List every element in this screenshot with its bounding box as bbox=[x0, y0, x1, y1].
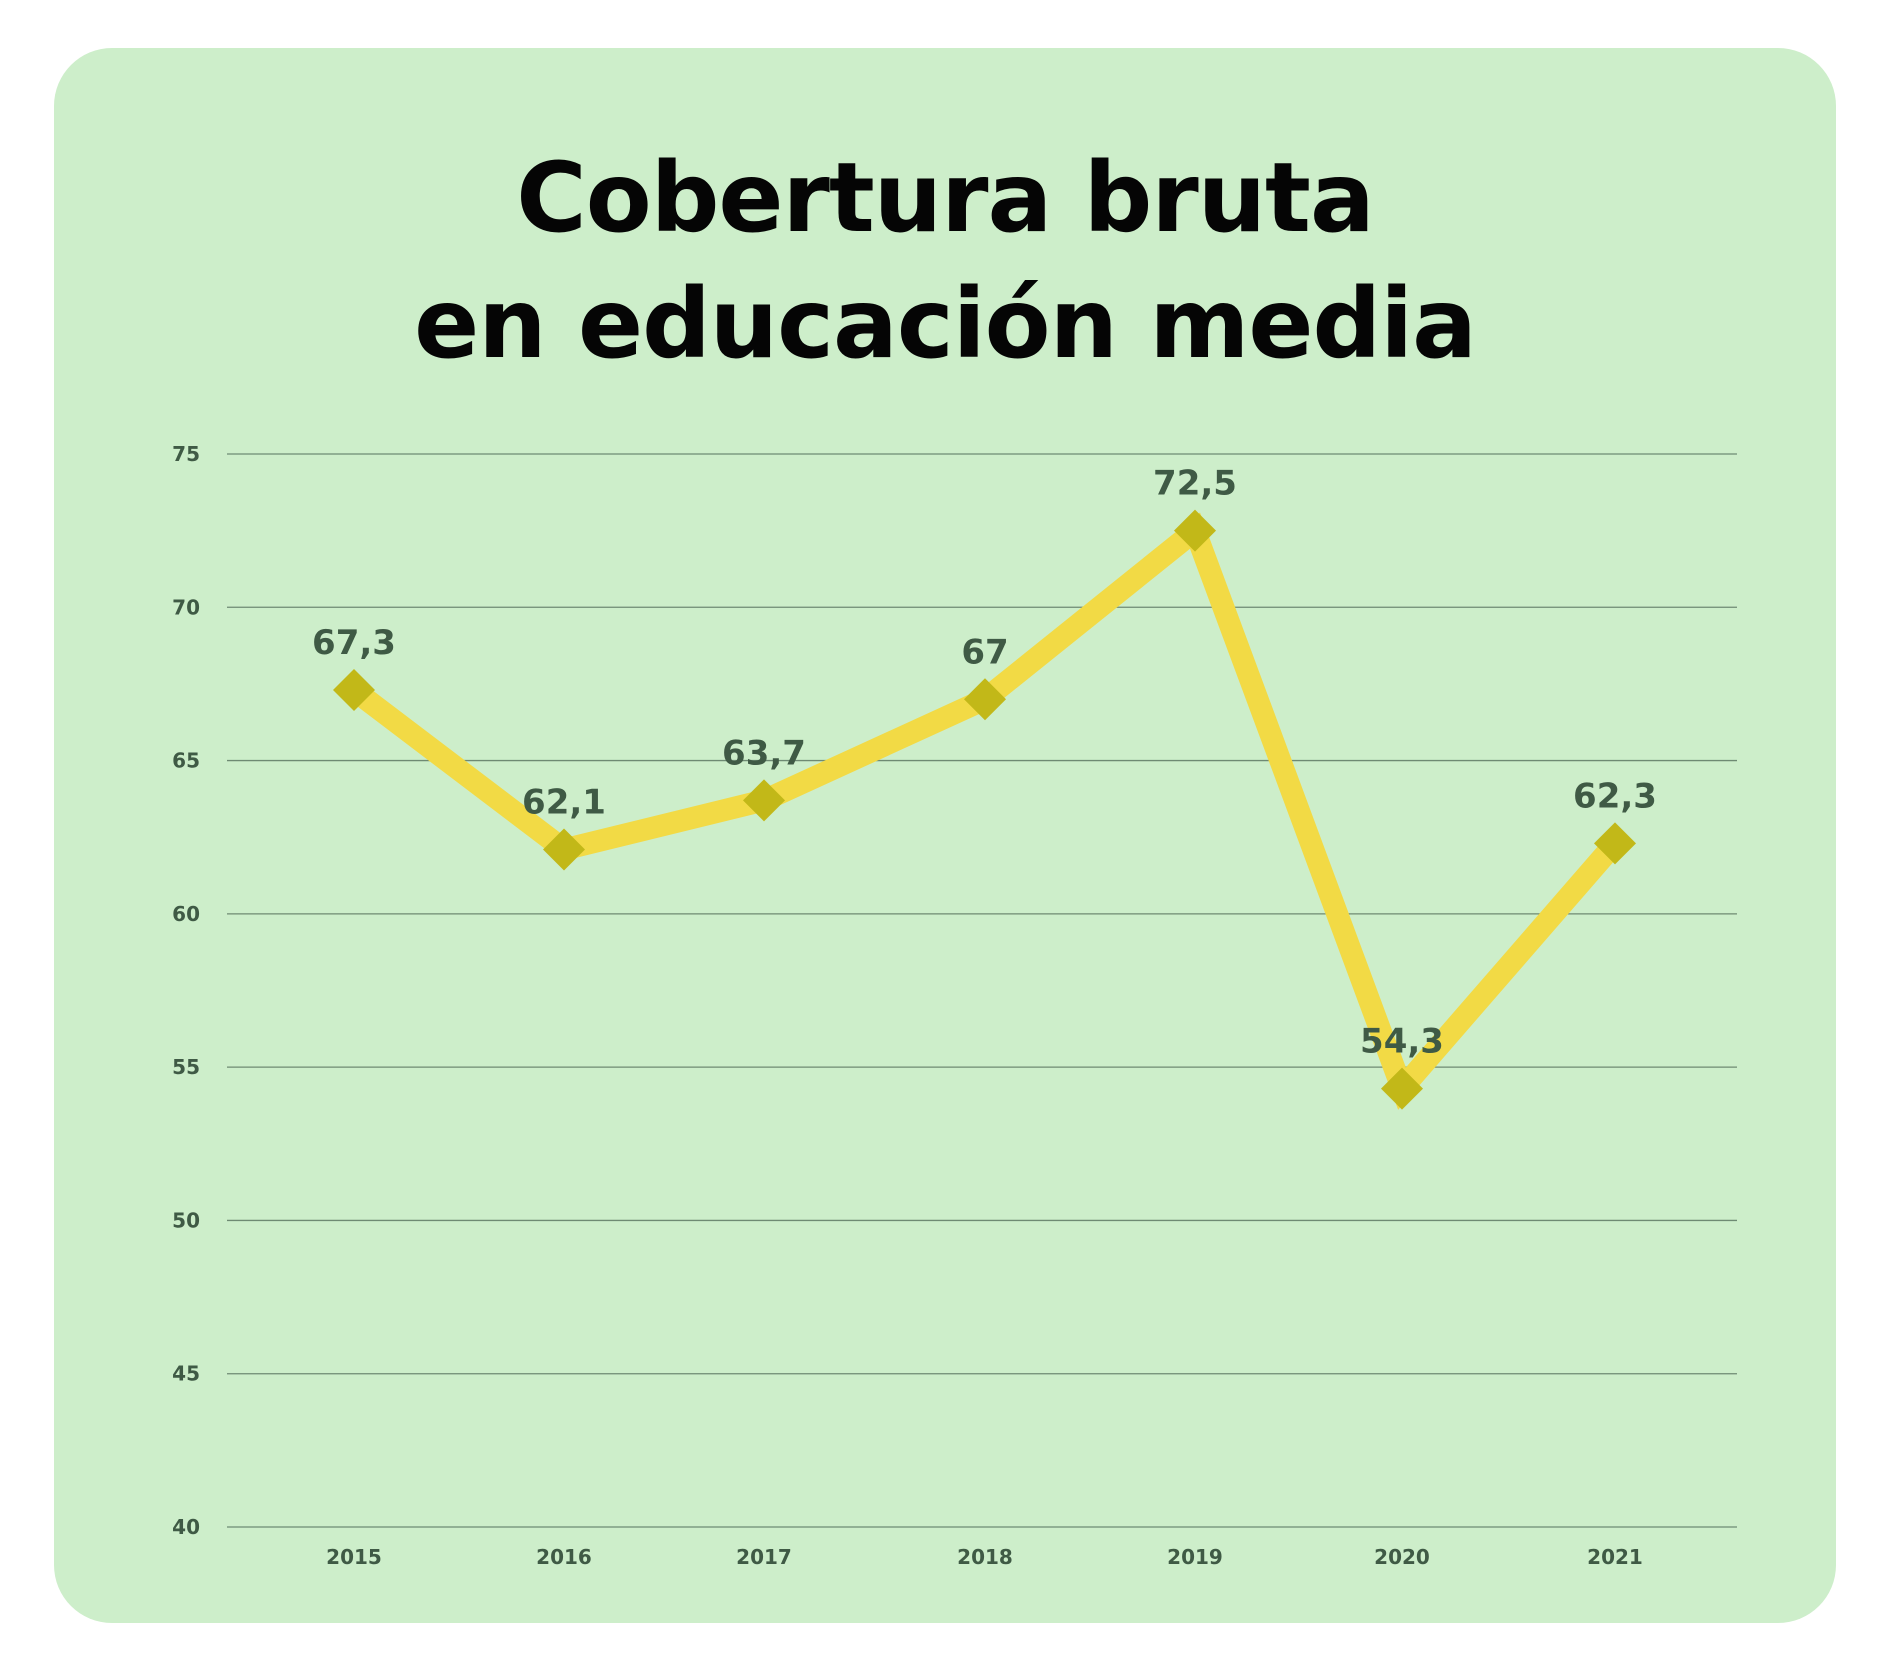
point-marker-2018 bbox=[964, 678, 1006, 721]
data-label-2019: 72,5 bbox=[1153, 464, 1237, 504]
data-label-2021: 62,3 bbox=[1573, 776, 1657, 816]
x-tick-label: 2021 bbox=[1587, 1545, 1643, 1569]
y-tick-label: 55 bbox=[172, 1055, 200, 1079]
point-marker-2017 bbox=[743, 779, 785, 822]
x-tick-label: 2015 bbox=[326, 1545, 382, 1569]
point-marker-2020 bbox=[1381, 1067, 1423, 1110]
y-axis-ticks: 40 45 50 55 60 65 70 75 bbox=[172, 442, 200, 1539]
chart-title: Cobertura bruta en educación media bbox=[54, 135, 1836, 387]
chart-title-line-1: Cobertura bruta bbox=[516, 142, 1374, 254]
y-tick-label: 60 bbox=[172, 902, 200, 926]
y-tick-label: 45 bbox=[172, 1362, 200, 1386]
data-label-2018: 67 bbox=[961, 632, 1008, 672]
series-markers bbox=[333, 509, 1636, 1110]
x-tick-label: 2020 bbox=[1374, 1545, 1430, 1569]
x-axis-ticks: 2015 2016 2017 2018 2019 2020 2021 bbox=[326, 1545, 1643, 1569]
data-label-2020: 54,3 bbox=[1360, 1022, 1444, 1062]
chart-card bbox=[54, 48, 1836, 1623]
data-label-2016: 62,1 bbox=[522, 782, 606, 822]
y-tick-label: 65 bbox=[172, 749, 200, 773]
y-tick-label: 75 bbox=[172, 442, 200, 466]
point-marker-2019 bbox=[1174, 509, 1216, 552]
y-tick-label: 40 bbox=[172, 1515, 200, 1539]
x-tick-label: 2018 bbox=[957, 1545, 1013, 1569]
point-marker-2016 bbox=[543, 828, 585, 871]
y-tick-label: 70 bbox=[172, 595, 200, 619]
point-marker-2015 bbox=[333, 669, 375, 712]
chart-title-line-2: en educación media bbox=[414, 268, 1477, 380]
point-marker-2021 bbox=[1594, 822, 1636, 865]
data-labels: 67,3 62,1 63,7 67 72,5 54,3 62,3 bbox=[312, 464, 1657, 1062]
x-tick-label: 2019 bbox=[1167, 1545, 1223, 1569]
x-tick-label: 2017 bbox=[736, 1545, 792, 1569]
y-tick-label: 50 bbox=[172, 1208, 200, 1232]
grid-lines bbox=[227, 453, 1737, 1528]
data-label-2017: 63,7 bbox=[722, 733, 806, 773]
data-label-2015: 67,3 bbox=[312, 623, 396, 663]
x-tick-label: 2016 bbox=[536, 1545, 592, 1569]
